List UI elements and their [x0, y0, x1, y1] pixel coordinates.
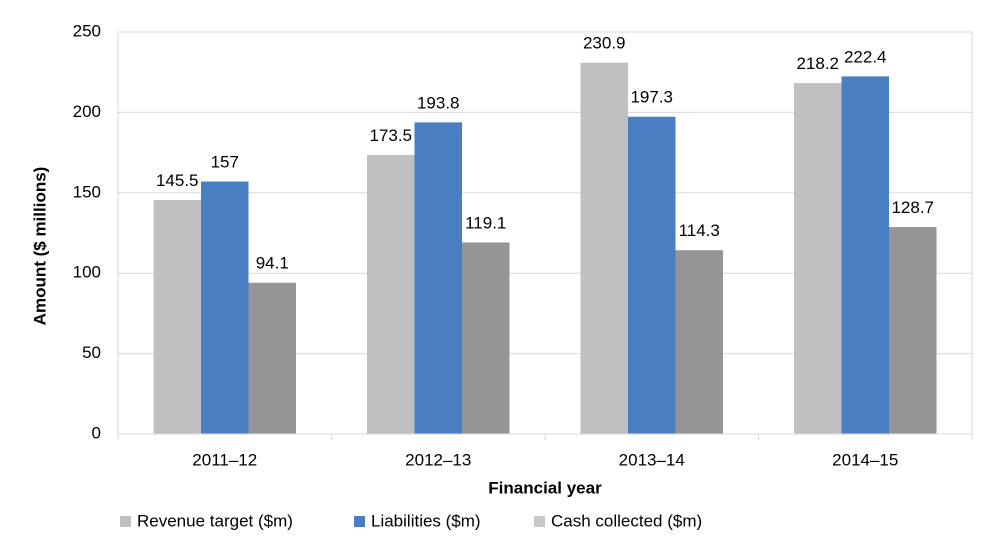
bar — [248, 282, 296, 434]
data-label: 230.9 — [583, 34, 626, 53]
data-label: 193.8 — [417, 93, 460, 112]
bar — [153, 200, 201, 434]
data-label: 119.1 — [465, 213, 506, 232]
bar — [889, 227, 937, 434]
legend-swatch — [120, 516, 131, 527]
bar — [414, 122, 462, 434]
bar — [462, 242, 510, 434]
bars — [153, 62, 937, 434]
y-tick-label: 150 — [73, 182, 101, 201]
x-tick-label: 2011–12 — [192, 450, 257, 469]
y-tick-label: 50 — [82, 343, 101, 362]
x-tick-label: 2013–14 — [619, 450, 685, 469]
data-label: 218.2 — [796, 54, 839, 73]
data-label: 94.1 — [256, 254, 289, 273]
data-label: 157 — [211, 153, 239, 172]
bar — [675, 250, 723, 434]
legend-swatch — [354, 516, 365, 527]
bar — [201, 181, 249, 434]
data-label: 145.5 — [156, 171, 199, 190]
x-axis-title: Financial year — [488, 478, 602, 497]
legend-label: Liabilities ($m) — [371, 511, 481, 530]
bar — [580, 62, 628, 434]
bar — [367, 155, 415, 434]
axes: 0 50 100 150 200 250 2011–12 2012–13 2013–14 2014… — [73, 21, 973, 469]
legend-label: Cash collected ($m) — [551, 511, 702, 530]
data-label: 114.3 — [679, 221, 720, 240]
bar — [841, 76, 889, 434]
y-tick-label: 200 — [73, 102, 101, 121]
x-tick-label: 2014–15 — [832, 450, 898, 469]
y-axis-title: Amount ($ millions) — [30, 167, 49, 326]
data-label: 197.3 — [630, 88, 673, 107]
legend-swatch — [534, 516, 545, 527]
y-tick-label: 250 — [73, 21, 101, 40]
data-label: 128.7 — [891, 198, 934, 217]
legend-label: Revenue target ($m) — [137, 511, 293, 530]
x-tick-label: 2012–13 — [405, 450, 471, 469]
bar — [794, 83, 842, 434]
y-tick-label: 0 — [92, 423, 101, 442]
legend: Revenue target ($m) Liabilities ($m) Cash … — [120, 511, 702, 530]
data-labels: 145.5 157 94.1 173.5 193.8 119.1 230.9 197.3 114… — [156, 34, 934, 273]
data-label: 222.4 — [844, 47, 887, 66]
bar — [628, 116, 676, 434]
data-label: 173.5 — [369, 126, 412, 145]
y-tick-label: 100 — [73, 263, 101, 282]
